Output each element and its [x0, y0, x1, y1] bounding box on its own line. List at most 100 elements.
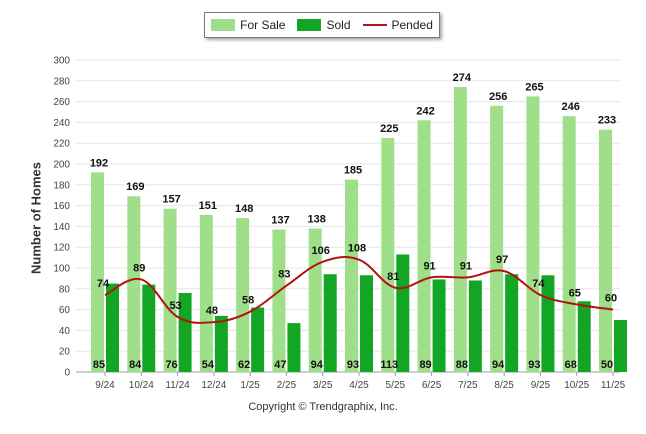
y-tick-label: 240: [53, 118, 70, 129]
x-tick-label: 11/25: [601, 380, 626, 391]
legend-item-sold[interactable]: Sold: [297, 18, 351, 32]
pended-value-label: 91: [460, 260, 472, 272]
y-tick-label: 100: [53, 264, 70, 275]
sold-bar: [432, 279, 446, 372]
for-sale-bar: [526, 96, 540, 373]
for-sale-bar: [562, 116, 576, 372]
for-sale-value-label: 148: [235, 203, 253, 215]
pended-swatch: [362, 24, 387, 26]
for-sale-value-label: 242: [416, 105, 434, 117]
x-tick-label: 5/25: [386, 380, 406, 391]
x-tick-label: 7/25: [458, 380, 478, 391]
y-tick-label: 140: [53, 222, 70, 233]
legend: For Sale Sold Pended: [204, 12, 440, 38]
y-axis-title: Number of Homes: [28, 162, 44, 274]
pended-value-label: 97: [496, 254, 508, 266]
for-sale-bar: [453, 87, 467, 372]
copyright-text: Copyright © Trendgraphix, Inc.: [248, 401, 398, 413]
for-sale-bar: [381, 138, 395, 372]
y-tick-label: 20: [59, 347, 71, 358]
sold-bar: [178, 292, 192, 372]
pended-value-label: 65: [569, 287, 581, 299]
for-sale-value-label: 138: [308, 213, 326, 225]
for-sale-bar: [127, 196, 141, 372]
sold-value-label: 47: [274, 359, 286, 371]
for-sale-value-label: 157: [162, 194, 180, 206]
sold-value-label: 85: [93, 359, 105, 371]
sold-bar: [468, 280, 482, 372]
x-tick-label: 3/25: [313, 380, 333, 391]
x-tick-label: 12/24: [201, 380, 226, 391]
sold-bar: [251, 307, 265, 372]
for-sale-value-label: 246: [562, 101, 580, 113]
y-tick-label: 60: [59, 305, 71, 316]
for-sale-bar: [163, 208, 177, 372]
legend-label-sold: Sold: [326, 18, 351, 32]
for-sale-bar: [599, 129, 612, 372]
legend-label-pended: Pended: [391, 18, 433, 32]
for-sale-value-label: 233: [598, 115, 616, 127]
sold-value-label: 89: [419, 359, 431, 371]
pended-value-label: 74: [97, 278, 110, 290]
sold-value-label: 76: [165, 359, 177, 371]
x-tick-label: 6/25: [422, 380, 442, 391]
for-sale-bar: [91, 172, 104, 372]
for-sale-value-label: 274: [453, 72, 472, 84]
y-tick-label: 80: [59, 284, 71, 295]
for-sale-bar: [272, 229, 286, 372]
pended-value-label: 108: [348, 243, 366, 255]
y-tick-label: 160: [53, 201, 70, 212]
bars: [91, 87, 627, 373]
pended-value-label: 48: [206, 305, 218, 317]
pended-value-label: 89: [133, 262, 145, 274]
sold-value-label: 93: [347, 359, 359, 371]
legend-item-for-sale[interactable]: For Sale: [211, 18, 285, 32]
pended-value-label: 58: [242, 295, 254, 307]
for-sale-bar: [417, 120, 431, 372]
pended-value-label: 83: [278, 269, 290, 281]
sold-bar: [214, 315, 228, 372]
sold-bar: [360, 275, 373, 372]
x-tick-label: 10/24: [129, 380, 154, 391]
for-sale-value-label: 265: [525, 81, 543, 93]
y-tick-label: 300: [53, 56, 70, 67]
for-sale-value-label: 225: [380, 123, 398, 135]
sold-bar: [142, 284, 156, 372]
pended-line: [104, 256, 614, 324]
pended-value-label: 106: [312, 245, 330, 257]
y-tick-label: 220: [53, 139, 70, 150]
x-tick-label: 8/25: [494, 380, 514, 391]
sold-bar: [323, 274, 337, 372]
sold-value-label: 94: [492, 359, 505, 371]
for-sale-bar: [345, 179, 358, 372]
y-tick-label: 120: [53, 243, 70, 254]
x-tick-label: 9/25: [531, 380, 551, 391]
sold-value-label: 54: [202, 359, 215, 371]
for-sale-bar: [199, 214, 213, 372]
for-sale-value-label: 185: [344, 165, 362, 177]
sold-swatch: [297, 19, 322, 31]
x-tick-label: 9/24: [95, 380, 115, 391]
y-tick-label: 0: [64, 368, 70, 379]
y-tick-label: 200: [53, 160, 70, 171]
pended-value-label: 53: [169, 300, 181, 312]
sold-bar: [396, 254, 410, 372]
for-sale-value-label: 192: [90, 157, 108, 169]
x-tick-label: 2/25: [277, 380, 297, 391]
sold-value-label: 88: [456, 359, 468, 371]
sold-bar: [106, 283, 119, 372]
for-sale-swatch: [211, 19, 236, 31]
sold-bar: [614, 320, 627, 372]
sold-value-label: 113: [380, 359, 398, 371]
pended-value-label: 91: [423, 260, 435, 272]
legend-item-pended[interactable]: Pended: [362, 18, 433, 32]
y-tick-label: 180: [53, 180, 70, 191]
sold-value-label: 62: [238, 359, 250, 371]
for-sale-value-label: 256: [489, 91, 507, 103]
sold-value-label: 94: [311, 359, 324, 371]
sold-bar: [577, 301, 591, 372]
x-tick-label: 11/24: [165, 380, 190, 391]
data-labels: 192 85 169 84 157 76 151 54 148 62 137 47 138 94 185 93…: [90, 72, 617, 371]
x-axis: 9/24 10/24 11/24 12/24 1/25 2/25 3/25 4/25 5/25 6…: [95, 372, 626, 391]
